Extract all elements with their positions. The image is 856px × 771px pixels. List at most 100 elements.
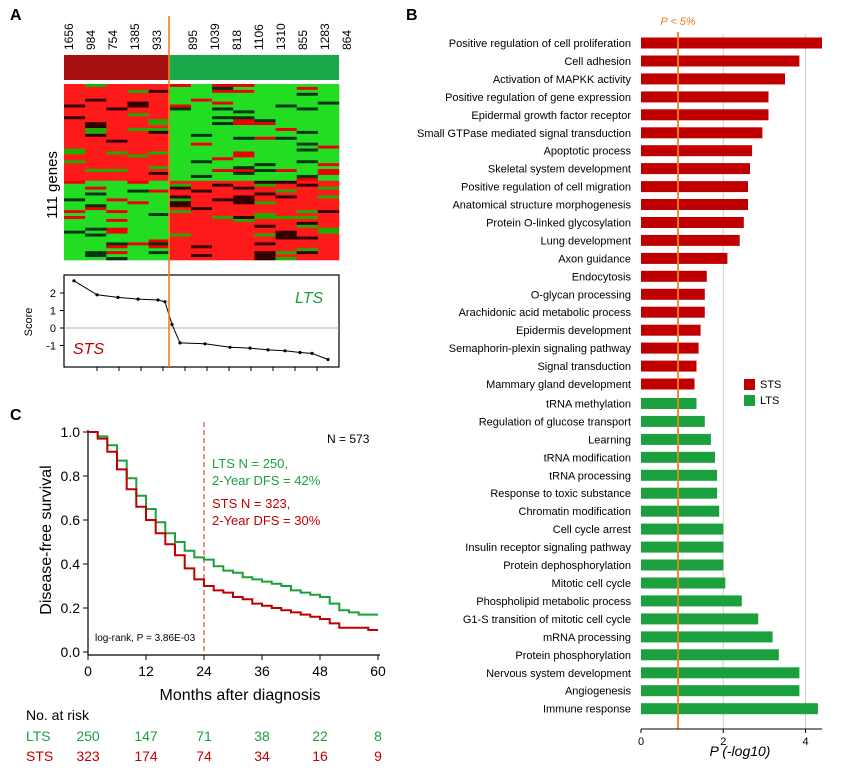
heatmap-cell [254, 245, 276, 249]
heatmap-cell [254, 216, 276, 220]
heatmap-cell [233, 107, 255, 111]
heatmap-cell [275, 257, 297, 261]
heatmap-cell [233, 227, 255, 231]
heatmap-cell [233, 251, 255, 255]
risk-count: 74 [196, 748, 212, 764]
heatmap-cell [233, 113, 255, 117]
heatmap-cell [64, 169, 86, 173]
heatmap-cell [127, 116, 149, 120]
heatmap-cell [127, 148, 149, 152]
heatmap-cell [233, 192, 255, 196]
heatmap-cell [212, 183, 234, 187]
heatmap-cell [275, 86, 297, 91]
b-category-label: Cell cycle arrest [553, 524, 631, 536]
b-category-label: Mitotic cell cycle [552, 578, 631, 590]
b-bar-sts [641, 181, 748, 193]
heatmap-cell [296, 89, 319, 94]
heatmap-cell [233, 172, 255, 176]
heatmap-cell [233, 139, 255, 143]
heatmap-cell [254, 239, 276, 243]
heatmap-cell [127, 186, 149, 190]
heatmap-cell [254, 221, 276, 226]
heatmap-cell [127, 145, 149, 149]
heatmap-cell [212, 98, 234, 102]
heatmap-cell [317, 145, 340, 149]
heatmap-cell [64, 133, 86, 138]
heatmap-cell [127, 242, 149, 246]
heatmap-cell [190, 107, 213, 111]
heatmap-cell [64, 174, 86, 179]
heatmap-cell [254, 151, 276, 155]
heatmap-cell [317, 95, 340, 99]
heatmap-cell [85, 133, 107, 138]
heatmap-cell [106, 242, 128, 246]
heatmap-cell [254, 186, 276, 190]
risk-count: 34 [254, 748, 270, 764]
heatmap-cell [127, 166, 149, 170]
heatmap-cell [169, 101, 192, 105]
heatmap-cell [254, 157, 276, 161]
heatmap-cell [106, 201, 128, 205]
heatmap-cell [212, 180, 234, 185]
heatmap-cell [106, 160, 128, 164]
heatmap-cell [254, 136, 276, 141]
heatmap-cell [148, 180, 171, 185]
heatmap-cell [106, 198, 128, 202]
heatmap-cell [85, 224, 107, 229]
heatmap-cell [169, 177, 192, 182]
heatmap-cell [106, 89, 128, 94]
heatmap-cell [212, 86, 234, 91]
heatmap-cell [127, 95, 149, 99]
heatmap-cell [190, 128, 213, 132]
b-category-label: tRNA methylation [546, 399, 631, 411]
score-tick-label: 0 [50, 323, 56, 335]
heatmap-cell [190, 216, 213, 220]
heatmap-cell [127, 125, 149, 129]
heatmap-cell [254, 201, 276, 205]
heatmap-cell [212, 239, 234, 243]
heatmap-cell [317, 204, 340, 208]
heatmap-cell [169, 183, 192, 187]
heatmap-cell [190, 233, 213, 237]
heatmap-cell [64, 107, 86, 111]
heatmap-cell [85, 242, 107, 246]
heatmap-cell [275, 154, 297, 158]
heatmap-cell [275, 130, 297, 135]
heatmap-cell [169, 230, 192, 234]
heatmap-cell [127, 224, 149, 229]
b-bar-lts [641, 613, 759, 625]
heatmap-cell [127, 201, 149, 205]
heatmap-cell [275, 180, 297, 185]
heatmap-cell [148, 92, 171, 97]
heatmap-cell [106, 125, 128, 129]
heatmap-cell [296, 239, 319, 243]
heatmap-cell [169, 92, 192, 97]
heatmap-cell [275, 128, 297, 132]
heatmap-cell [169, 110, 192, 114]
heatmap-cell [148, 218, 171, 223]
b-bars [641, 37, 822, 715]
heatmap-cell [254, 207, 276, 211]
heatmap-cell [190, 254, 213, 258]
heatmap-cell [64, 84, 86, 88]
heatmap-cell [254, 122, 276, 126]
b-bar-sts [641, 270, 707, 282]
heatmap-cell [275, 104, 297, 108]
heatmap-cell [85, 218, 107, 223]
b-category-label: mRNA processing [543, 632, 631, 644]
heatmap-cell [317, 157, 340, 161]
b-bar-sts [641, 217, 744, 228]
heatmap-cell [64, 110, 86, 114]
heatmap-cell [127, 174, 149, 179]
heatmap-cell [190, 198, 213, 202]
heatmap-cell [169, 195, 192, 199]
heatmap-cell [296, 142, 319, 146]
heatmap-cell [148, 166, 171, 170]
heatmap-cell [190, 157, 213, 161]
heatmap-cell [190, 221, 213, 226]
heatmap-cell [190, 122, 213, 126]
heatmap-cell [233, 257, 255, 261]
heatmap-cell [106, 130, 128, 135]
heatmap-cell [169, 242, 192, 246]
heatmap-cell [64, 160, 86, 164]
